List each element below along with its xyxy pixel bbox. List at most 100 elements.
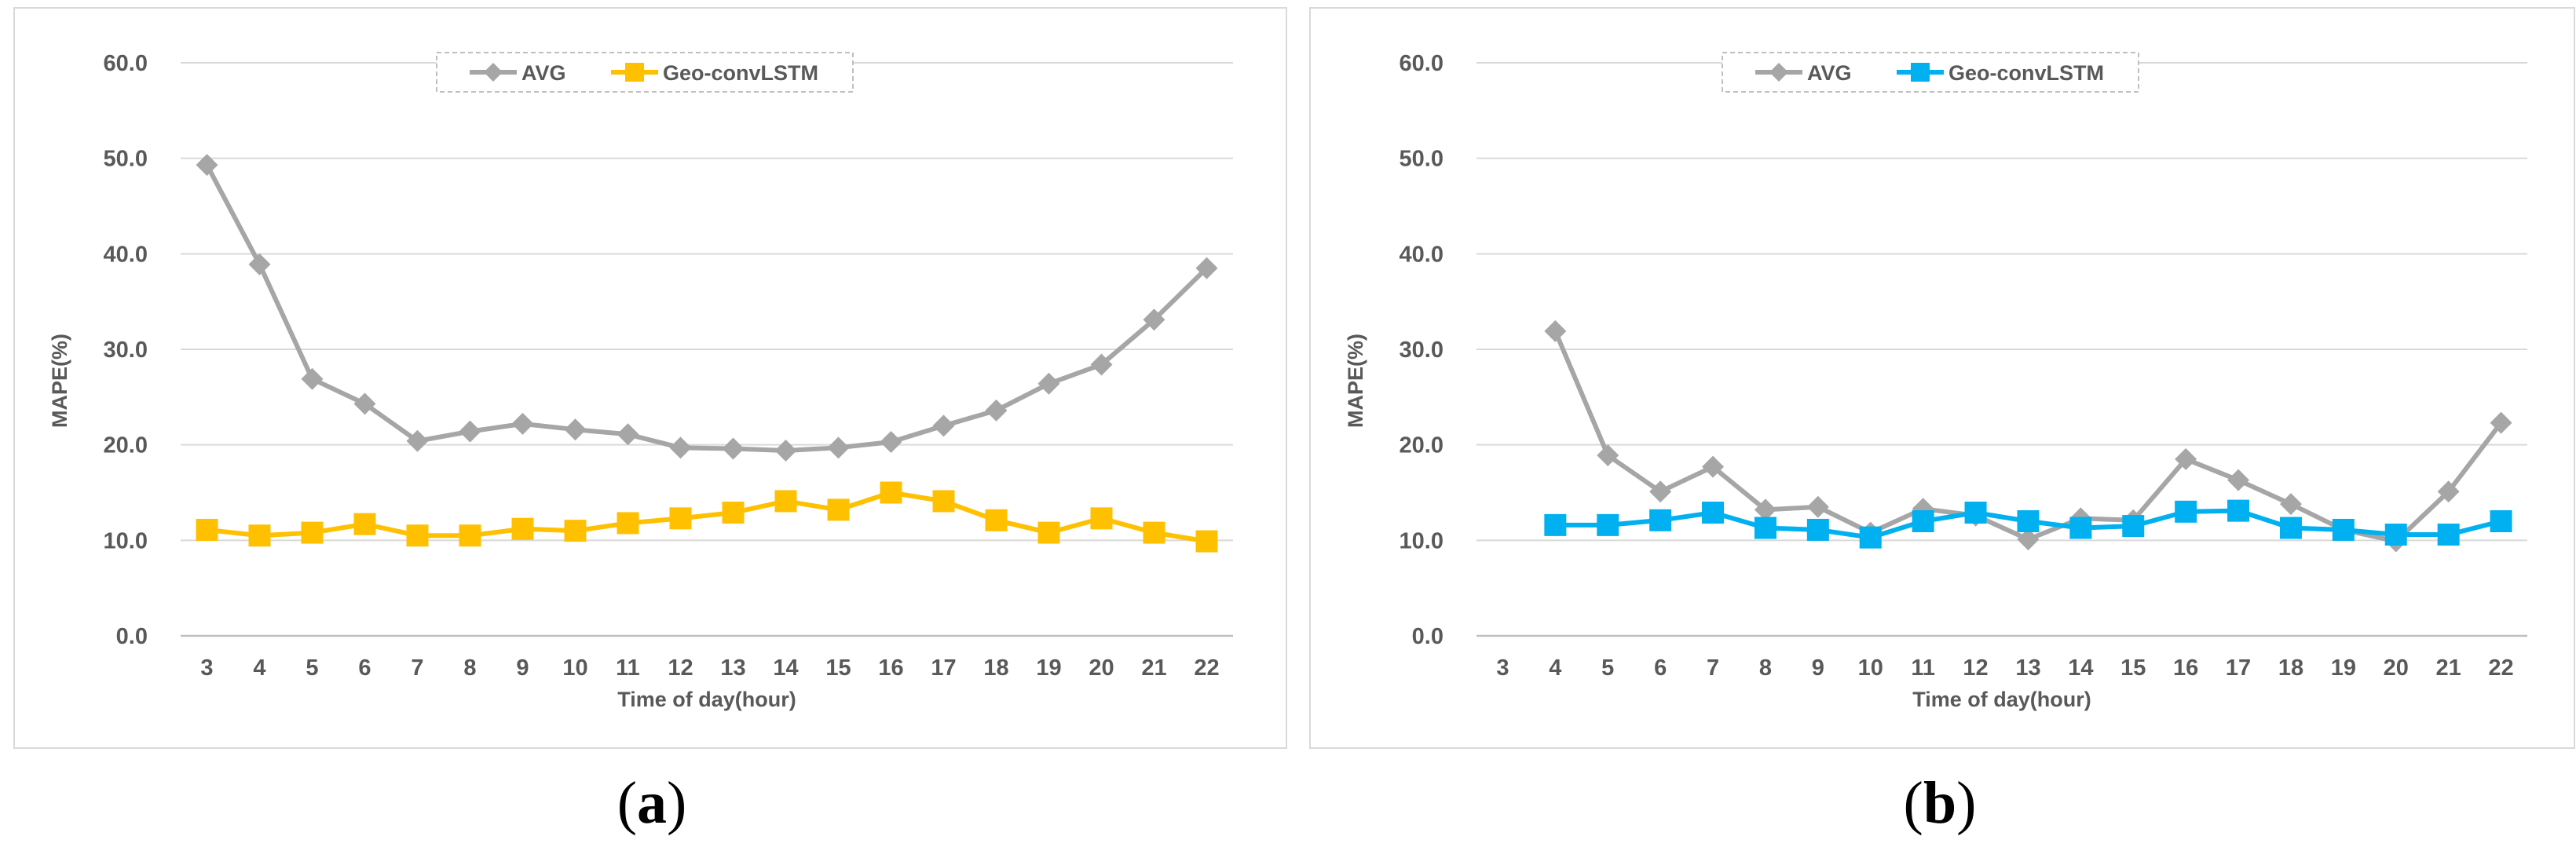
data-point-avg: [932, 414, 955, 437]
data-point-geo-convlstm: [2069, 517, 2092, 539]
data-point-geo-convlstm: [248, 524, 271, 547]
legend-marker-avg: [484, 63, 503, 82]
data-point-geo-convlstm: [2332, 518, 2355, 541]
data-point-avg: [1649, 480, 1672, 503]
data-point-avg: [406, 429, 429, 452]
y-tick-label: 10.0: [1400, 528, 1444, 553]
data-point-avg: [1544, 319, 1567, 342]
x-tick-label: 17: [931, 655, 956, 681]
legend-label-avg: AVG: [521, 61, 566, 85]
legend-marker-geo-convlstm: [625, 63, 644, 82]
x-tick-label: 20: [2384, 655, 2409, 681]
legend-label-geo-convlstm: Geo-convLSTM: [663, 61, 818, 85]
legend-marker-geo-convlstm: [1911, 63, 1930, 82]
x-tick-label: 4: [1549, 655, 1561, 681]
data-point-geo-convlstm: [617, 512, 639, 535]
y-tick-label: 0.0: [1412, 624, 1444, 649]
x-axis-title: Time of day(hour): [1912, 688, 2091, 711]
y-tick-label: 20.0: [1400, 433, 1444, 458]
data-point-geo-convlstm: [2437, 524, 2460, 546]
x-tick-label: 8: [1759, 655, 1772, 681]
data-point-geo-convlstm: [2279, 517, 2302, 539]
y-tick-label: 60.0: [1400, 51, 1444, 76]
data-point-avg: [1754, 498, 1776, 521]
x-tick-label: 22: [2488, 655, 2513, 681]
y-tick-label: 60.0: [104, 51, 148, 76]
panel-b: 0.0 10.0 20.0 30.0 40.0 50.0 60.0 3 4 5 6 7 8 9 10 11 12…: [1309, 7, 2575, 836]
x-tick-label: 15: [825, 655, 851, 681]
x-tick-label: 22: [1194, 655, 1219, 681]
data-point-geo-convlstm: [1037, 521, 1060, 544]
data-point-avg: [880, 431, 902, 454]
data-point-geo-convlstm: [880, 481, 902, 504]
data-point-geo-convlstm: [301, 521, 324, 544]
x-tick-label: 17: [2226, 655, 2251, 681]
x-tick-label: 20: [1089, 655, 1114, 681]
data-point-avg: [617, 423, 639, 446]
data-point-avg: [1806, 495, 1829, 518]
legend-label-avg: AVG: [1807, 61, 1852, 85]
x-tick-label: 19: [1036, 655, 1061, 681]
data-point-avg: [196, 154, 218, 177]
data-point-geo-convlstm: [1702, 502, 1725, 524]
x-tick-label: 10: [562, 655, 587, 681]
data-point-geo-convlstm: [406, 524, 429, 547]
x-tick-label: 14: [2068, 655, 2093, 681]
chart-frame: [1309, 7, 2575, 749]
x-tick-label: 13: [720, 655, 745, 681]
data-point-avg: [2175, 447, 2197, 470]
data-point-avg: [827, 436, 850, 459]
data-point-geo-convlstm: [1754, 517, 1776, 539]
data-point-avg: [1143, 308, 1165, 331]
data-point-geo-convlstm: [1859, 526, 1882, 549]
data-point-geo-convlstm: [932, 490, 955, 513]
data-point-avg: [1037, 372, 1060, 395]
data-point-geo-convlstm: [2175, 500, 2197, 523]
data-point-avg: [2017, 528, 2040, 551]
x-tick-label: 10: [1858, 655, 1883, 681]
x-tick-label: 16: [878, 655, 903, 681]
legend-marker-avg: [1769, 63, 1788, 82]
y-tick-label: 50.0: [104, 147, 148, 172]
x-tick-label: 21: [2436, 655, 2461, 681]
y-axis-title: MAPE(%): [1344, 334, 1367, 428]
panel-caption: (b): [1904, 770, 1977, 836]
data-point-geo-convlstm: [511, 517, 534, 540]
data-point-geo-convlstm: [2490, 510, 2512, 532]
data-point-geo-convlstm: [1964, 502, 1987, 524]
data-point-geo-convlstm: [1597, 513, 1619, 536]
y-tick-label: 40.0: [104, 242, 148, 267]
y-tick-label: 20.0: [104, 433, 148, 458]
data-point-avg: [2490, 411, 2512, 434]
x-tick-label: 3: [200, 655, 213, 681]
panel-a: 0.0 10.0 20.0 30.0 40.0 50.0 60.0 3 4 5 6 7 8 9 10 11 12…: [13, 7, 1287, 836]
y-tick-label: 30.0: [1400, 338, 1444, 363]
data-point-geo-convlstm: [2122, 515, 2145, 538]
data-point-avg: [301, 367, 324, 390]
y-tick-label: 10.0: [104, 528, 148, 553]
data-point-avg: [1090, 353, 1113, 376]
data-point-geo-convlstm: [353, 513, 376, 535]
data-point-geo-convlstm: [985, 509, 1008, 531]
x-tick-label: 6: [1654, 655, 1667, 681]
x-tick-label: 3: [1496, 655, 1509, 681]
panel-caption: (a): [617, 770, 687, 836]
data-point-geo-convlstm: [196, 518, 218, 541]
x-tick-label: 6: [358, 655, 371, 681]
data-point-avg: [2227, 469, 2250, 491]
series-line-avg: [204, 163, 1209, 453]
y-tick-label: 30.0: [104, 338, 148, 363]
x-tick-label: 4: [253, 655, 265, 681]
data-point-avg: [2437, 480, 2460, 503]
data-point-avg: [564, 418, 587, 441]
data-point-geo-convlstm: [1912, 510, 1934, 532]
data-point-avg: [353, 392, 376, 415]
chart-frame: [13, 7, 1287, 749]
data-point-geo-convlstm: [2384, 524, 2407, 546]
y-tick-label: 40.0: [1400, 242, 1444, 267]
data-point-geo-convlstm: [1090, 507, 1113, 530]
data-point-geo-convlstm: [2227, 499, 2250, 522]
data-point-geo-convlstm: [669, 507, 692, 530]
y-tick-label: 0.0: [116, 624, 148, 649]
